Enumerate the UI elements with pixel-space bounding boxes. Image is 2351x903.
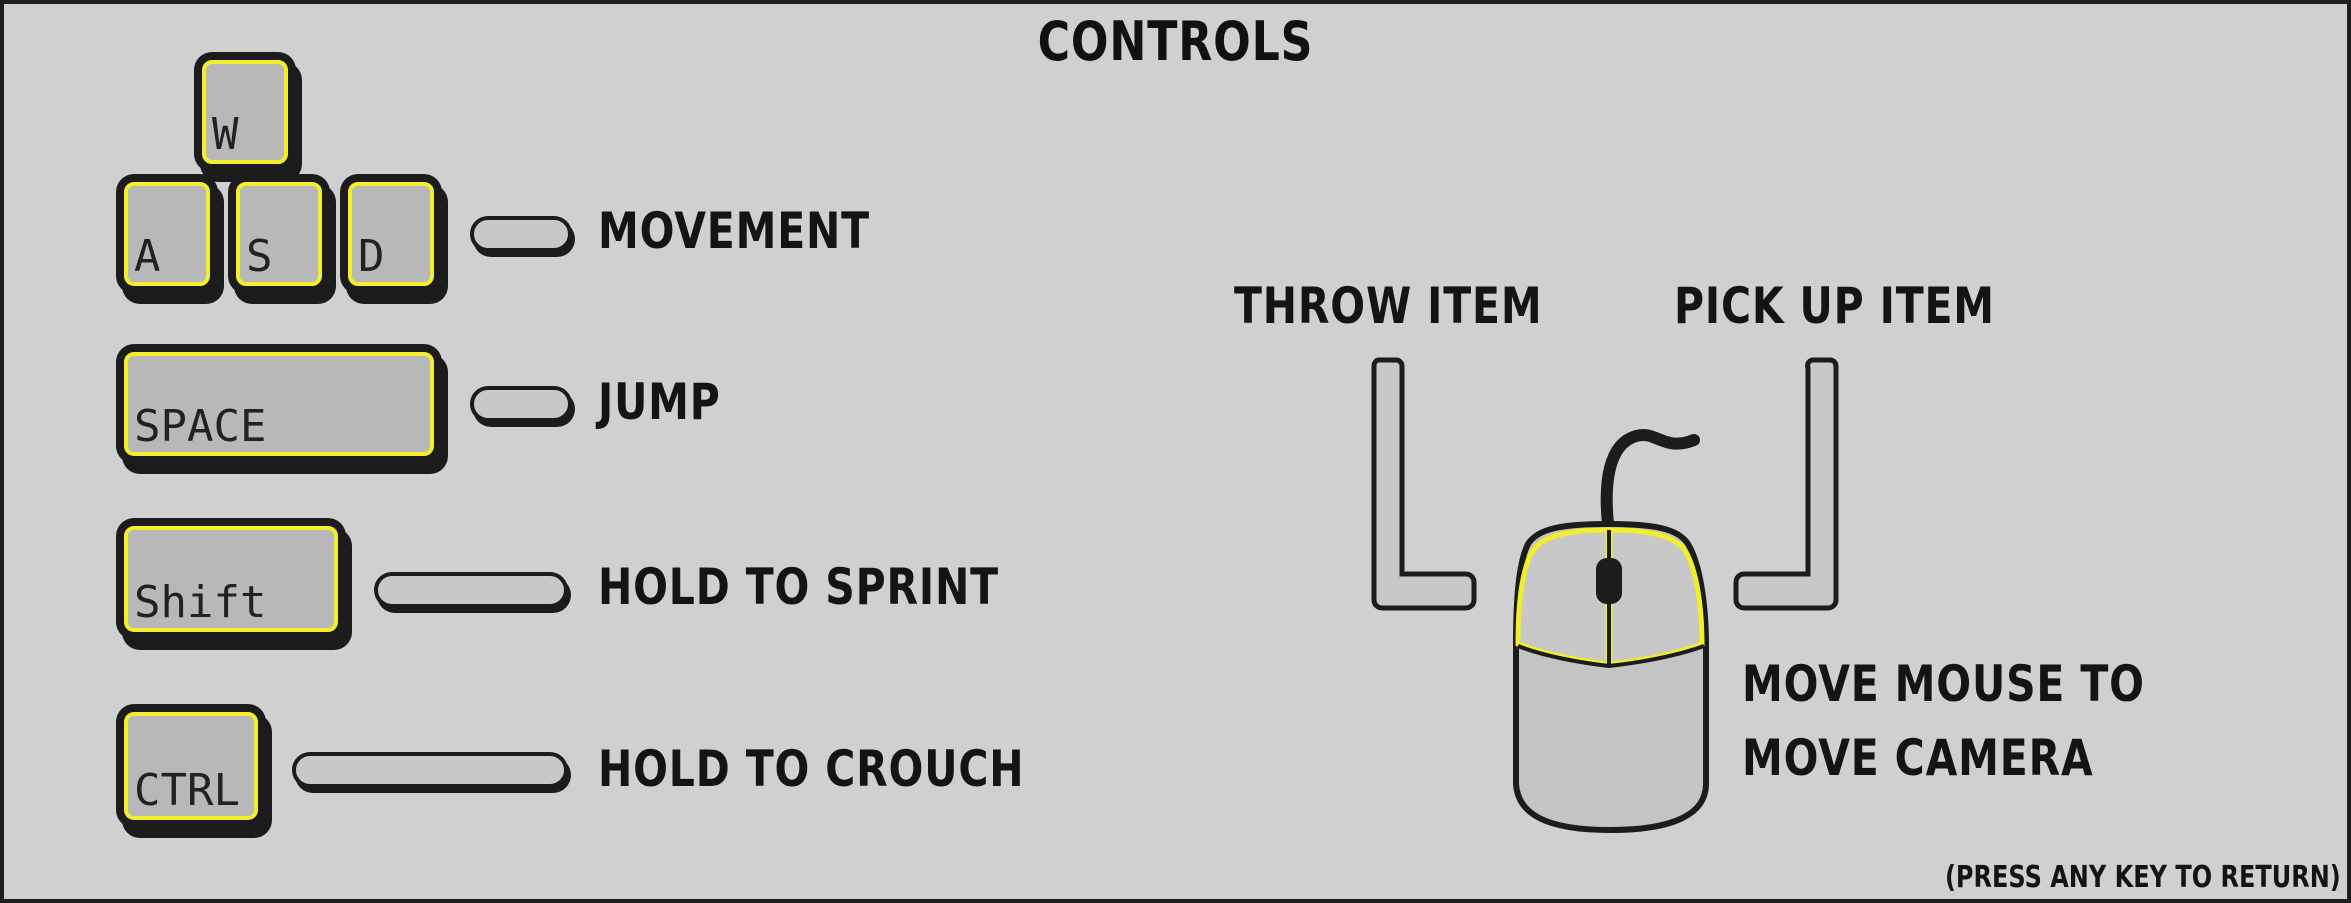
movement-label: MOVEMENT (598, 202, 870, 260)
key-shift-label: Shift (134, 577, 267, 628)
key-a-label: A (134, 231, 161, 282)
jump-connector (470, 386, 572, 422)
throw-item-label: THROW ITEM (1234, 277, 1543, 335)
page-title: CONTROLS (1037, 10, 1314, 73)
mouse-diagram (1371, 357, 1839, 834)
key-shift: Shift (124, 526, 338, 632)
crouch-label: HOLD TO CROUCH (598, 740, 1025, 798)
key-ctrl-label: CTRL (134, 765, 240, 816)
sprint-label: HOLD TO SPRINT (598, 558, 999, 616)
right-click-bracket (1733, 357, 1839, 611)
jump-label: JUMP (598, 373, 721, 431)
key-w-label: W (212, 109, 239, 160)
key-d-label: D (358, 231, 385, 282)
key-space: SPACE (124, 352, 434, 456)
key-d: D (348, 182, 434, 286)
key-a: A (124, 182, 210, 286)
key-space-label: SPACE (134, 401, 267, 452)
pick-up-item-label: PICK UP ITEM (1674, 277, 1995, 335)
left-click-bracket (1371, 357, 1477, 611)
key-s: S (236, 182, 322, 286)
movement-connector (470, 216, 572, 252)
mouse-left-button (1515, 527, 1611, 667)
move-camera-label-line1: MOVE MOUSE TO (1742, 655, 2145, 713)
sprint-connector (374, 572, 568, 608)
mouse-cable (1600, 428, 1700, 530)
key-s-label: S (246, 231, 273, 282)
key-w: W (202, 60, 288, 164)
mouse-scroll-wheel (1596, 558, 1622, 604)
return-hint: (PRESS ANY KEY TO RETURN) (1945, 860, 2341, 895)
key-ctrl: CTRL (124, 712, 258, 820)
crouch-connector (292, 752, 568, 788)
move-camera-label-line2: MOVE CAMERA (1742, 729, 2094, 787)
